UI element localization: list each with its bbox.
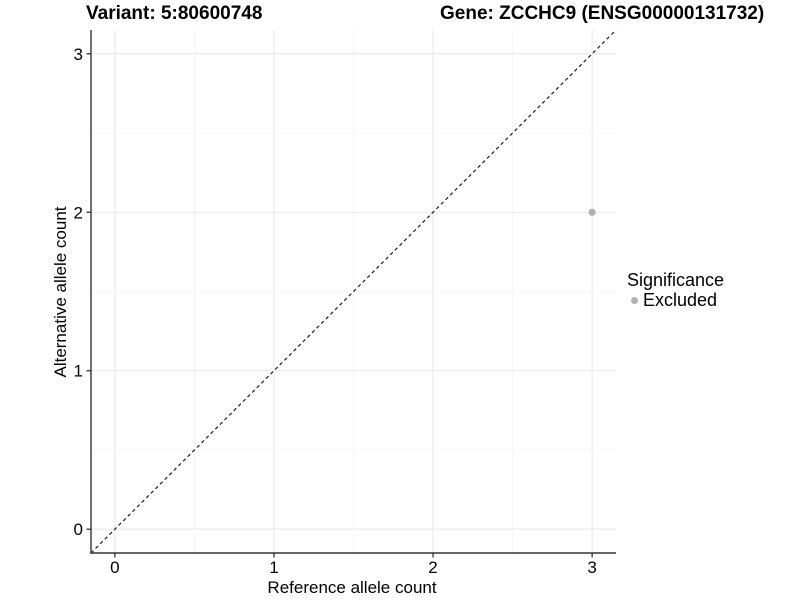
x-tick-label: 0 xyxy=(110,558,119,577)
y-tick-label: 0 xyxy=(74,520,83,539)
plot-title-variant: Variant: 5:80600748 xyxy=(86,3,263,24)
plot-title-gene: Gene: ZCCHC9 (ENSG00000131732) xyxy=(440,3,765,24)
x-tick-label: 3 xyxy=(587,558,596,577)
y-tick-label: 2 xyxy=(74,203,83,222)
data-point-excluded xyxy=(588,208,596,216)
y-axis-title: Alternative allele count xyxy=(51,206,70,378)
legend-entry-label: Excluded xyxy=(643,290,718,310)
y-tick-label: 1 xyxy=(74,362,83,381)
legend: Significance Excluded xyxy=(627,271,724,310)
y-tick-label: 3 xyxy=(74,45,83,64)
legend-entry-excluded: Excluded xyxy=(627,291,724,310)
legend-title: Significance xyxy=(627,270,725,290)
x-axis-title: Reference allele count xyxy=(267,578,437,597)
x-tick-label: 2 xyxy=(428,558,437,577)
identity-dashed-line xyxy=(90,29,617,554)
excluded-point-icon xyxy=(631,297,638,304)
x-tick-label: 1 xyxy=(269,558,278,577)
